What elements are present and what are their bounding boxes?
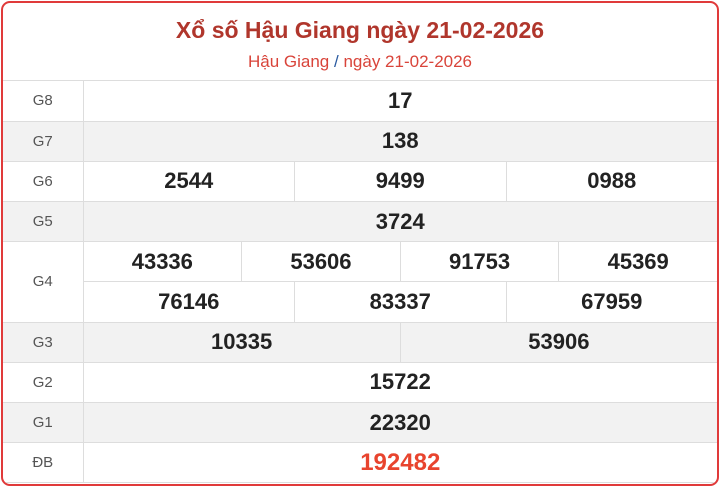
prize-number: 67959 (505, 282, 718, 322)
breadcrumb-province-link[interactable]: Hậu Giang (247, 52, 330, 71)
prize-number: 0988 (505, 161, 718, 202)
prize-number: 9499 (294, 161, 506, 202)
row-g1: G1 22320 (3, 401, 717, 444)
prize-number: 76146 (158, 289, 220, 315)
row-g2: G2 15722 (3, 361, 717, 404)
row-g5: G5 3724 (3, 201, 717, 243)
prize-label: G7 (3, 120, 84, 162)
row-g8: G8 17 (3, 81, 717, 122)
prize-number: 91753 (399, 242, 559, 282)
prize-number: 17 (82, 81, 717, 122)
breadcrumb-separator: / (334, 52, 339, 71)
prize-number: 3724 (82, 201, 717, 243)
row-g3: G3 10335 53906 (3, 321, 717, 363)
row-g4-2: 76146 83337 67959 (3, 281, 718, 323)
row-special: ĐB 192482 (3, 442, 717, 484)
prize-number: 2544 (164, 168, 214, 194)
breadcrumb-date-link[interactable]: ngày 21-02-2026 (343, 52, 473, 71)
prize-number: 53906 (399, 322, 717, 362)
prize-label: G1 (3, 401, 84, 444)
results-table: G8 17 G7 138 G6 2544 9499 0988 G5 3724 G4 43336… (3, 81, 718, 484)
prize-number: 53606 (241, 242, 400, 282)
prize-number: 43336 (131, 248, 193, 274)
prize-label: G4 (3, 241, 84, 323)
header: Xổ số Hậu Giang ngày 21-02-2026 Hậu Gian… (3, 3, 717, 81)
prize-number: 15722 (82, 361, 717, 404)
prize-label: G5 (3, 201, 84, 243)
prize-label: ĐB (3, 442, 84, 484)
breadcrumb: Hậu Giang / ngày 21-02-2026 (3, 52, 717, 72)
prize-label: G6 (3, 160, 84, 203)
prize-number: 138 (82, 120, 717, 162)
row-g4: G4 43336 53606 91753 45369 (3, 241, 717, 323)
prize-label: G8 (3, 81, 84, 122)
prize-number: 22320 (82, 401, 717, 444)
prize-number: 45369 (558, 242, 717, 282)
special-prize-number: 192482 (82, 442, 717, 484)
prize-number: 10335 (211, 329, 273, 355)
prize-number: 83337 (294, 282, 506, 322)
row-g7: G7 138 (3, 120, 717, 162)
prize-label: G2 (3, 361, 84, 404)
row-g6: G6 2544 9499 0988 (3, 160, 718, 203)
prize-label: G3 (3, 321, 84, 363)
page-title: Xổ số Hậu Giang ngày 21-02-2026 (175, 17, 545, 43)
